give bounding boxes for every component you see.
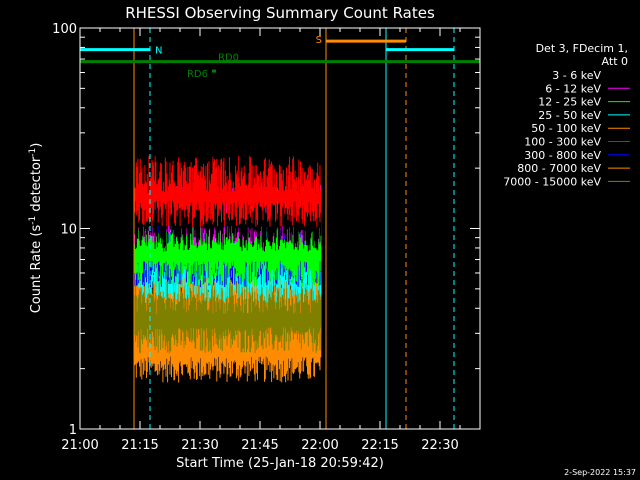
x-tick-label-21:00: 21:00 (61, 438, 98, 453)
y-tick-label-10: 10 (60, 223, 77, 238)
footer-date: 2-Sep-2022 15:37 (564, 468, 636, 477)
flag-label-N: N (155, 46, 162, 57)
legend-entry-4: 50 - 100 keV (531, 122, 601, 135)
legend-entry-0: 3 - 6 keV (552, 69, 601, 82)
x-tick-label-21:30: 21:30 (181, 438, 218, 453)
x-tick-label-22:00: 22:00 (301, 438, 338, 453)
y-axis-label-mid: detector (29, 156, 44, 216)
x-tick-label-21:45: 21:45 (241, 438, 278, 453)
y-axis-label-end: ) (29, 143, 44, 148)
x-tick-label-22:15: 22:15 (361, 438, 398, 453)
x-tick-label-22:30: 22:30 (421, 438, 458, 453)
legend-header-1: Att 0 (602, 55, 628, 68)
legend-entry-8: 7000 - 15000 keV (503, 175, 601, 188)
flag-label-RD0: RD0 (218, 53, 239, 64)
y-axis-label: Count Rate (s-1 detector-1) (28, 143, 44, 314)
chart-title: RHESSI Observing Summary Count Rates (125, 4, 435, 22)
y-axis-label-sup1: -1 (28, 216, 38, 225)
data-layer (133, 156, 322, 383)
y-tick-label-1: 1 (69, 423, 77, 438)
legend-entry-6: 300 - 800 keV (524, 149, 601, 162)
axis-layer: 21:00 21:15 21:30 21:45 22:00 22:15 22:30 100 10… (52, 22, 481, 453)
y-tick-label-100: 100 (52, 22, 77, 37)
flag-layer: N S RD0 RD6 (79, 28, 480, 429)
x-axis-label: Start Time (25-Jan-18 20:59:42) (176, 456, 384, 471)
legend-entry-7: 800 - 7000 keV (517, 162, 601, 175)
y-axis-label-sup2: -1 (28, 148, 38, 157)
legend-entry-2: 12 - 25 keV (538, 96, 601, 109)
flag-label-RD6: RD6 (187, 69, 208, 80)
x-tick-label-21:15: 21:15 (121, 438, 158, 453)
flag-label-S: S (316, 35, 322, 46)
legend-header-0: Det 3, FDecim 1, (536, 42, 628, 55)
legend-entry-5: 100 - 300 keV (524, 136, 601, 149)
legend-entry-3: 25 - 50 keV (538, 109, 601, 122)
legend-entry-1: 6 - 12 keV (545, 82, 601, 95)
y-axis-label-main: Count Rate (s (29, 225, 44, 314)
